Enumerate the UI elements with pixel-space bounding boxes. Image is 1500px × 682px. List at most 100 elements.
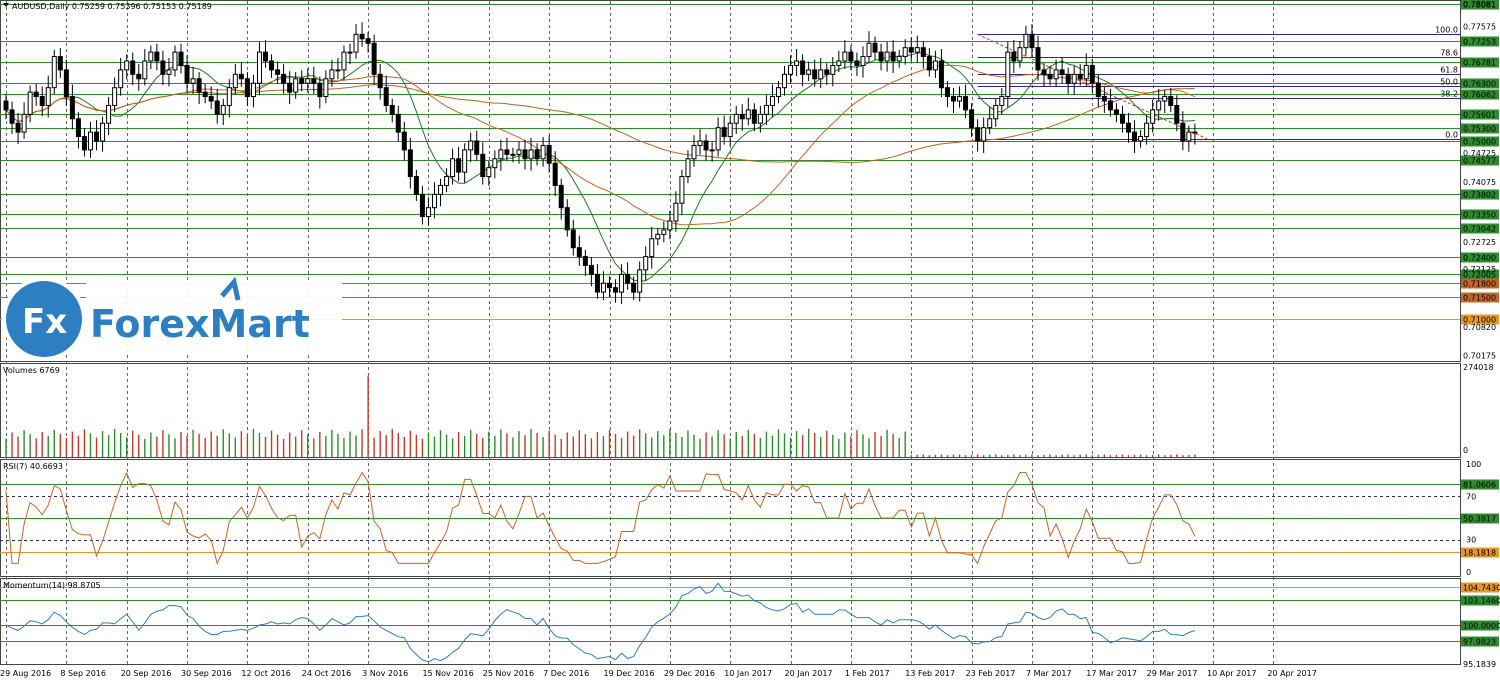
candle <box>582 249 588 277</box>
candle <box>534 143 540 166</box>
candle <box>190 66 196 94</box>
candle <box>377 64 383 100</box>
candle <box>522 139 528 170</box>
candle <box>299 70 305 92</box>
candle <box>341 45 347 81</box>
candle <box>148 45 154 69</box>
candle <box>124 54 130 80</box>
candle <box>45 75 51 118</box>
price-tick-7: 0.70175 <box>1463 351 1496 360</box>
candle <box>884 41 890 72</box>
candle <box>661 221 667 243</box>
level-tag-11: 0.73042 <box>1463 225 1496 234</box>
candle <box>389 98 395 123</box>
candle <box>1005 41 1011 108</box>
volume-tick-0: 274018 <box>1463 363 1494 372</box>
momentum-tag-bg-2 <box>1461 620 1499 631</box>
candle <box>160 50 166 85</box>
level-tag-bg-14 <box>1461 278 1499 289</box>
volume-tick-1: 0 <box>1463 446 1468 455</box>
date-tick-12: 10 Jan 2017 <box>724 669 772 678</box>
candle <box>812 59 818 87</box>
level-tag-8: 0.74577 <box>1463 157 1496 166</box>
date-tick-1: 8 Sep 2016 <box>60 669 106 678</box>
momentum-tick-0: 95.1839 <box>1463 660 1496 669</box>
candle <box>1113 103 1119 123</box>
candle <box>1047 65 1053 86</box>
candle <box>914 35 920 63</box>
date-tick-4: 12 Oct 2016 <box>241 669 290 678</box>
level-tag-bg-9 <box>1461 189 1499 200</box>
fibo-label-2: 61.8 <box>1440 66 1458 75</box>
rsi-tag-bg-2 <box>1461 547 1499 558</box>
level-tag-14: 0.71800 <box>1463 280 1496 289</box>
candle <box>679 169 685 216</box>
candle <box>709 141 715 162</box>
candle <box>685 150 691 184</box>
rsi-panel-title: RSI(7) 40.6693 <box>3 462 63 471</box>
candle <box>999 88 1005 115</box>
candle <box>697 129 703 155</box>
level-tag-2: 0.76781 <box>1463 59 1496 68</box>
rsi-tick-1: 70 <box>1466 492 1476 501</box>
candle <box>3 94 9 120</box>
candle <box>75 112 81 149</box>
candle <box>401 121 407 161</box>
level-tag-3: 0.76300 <box>1463 80 1496 89</box>
date-tick-14: 1 Feb 2017 <box>845 669 890 678</box>
candle <box>468 132 474 162</box>
momentum-line <box>5 582 1196 663</box>
level-tag-bg-16 <box>1461 314 1499 325</box>
candle <box>763 95 769 125</box>
level-tag-bg-1 <box>1461 36 1499 47</box>
candle <box>594 264 600 299</box>
candle <box>528 137 534 171</box>
candle <box>848 45 854 71</box>
candle <box>1017 41 1023 68</box>
candle <box>757 105 763 133</box>
price-axis: 0.78081 0.77253 0.76781 0.76300 0.76062 0.756… <box>1461 0 1499 360</box>
candle <box>395 105 401 142</box>
candle <box>425 197 431 226</box>
level-tag-bg-0 <box>1461 0 1499 10</box>
candle <box>721 115 727 145</box>
candle <box>576 235 582 266</box>
candle <box>938 49 944 97</box>
collapse-arrow-icon[interactable] <box>3 3 9 7</box>
candle <box>667 210 673 240</box>
candle <box>552 151 558 197</box>
candle <box>1035 35 1041 81</box>
candle <box>631 276 637 301</box>
date-tick-21: 20 Apr 2017 <box>1267 669 1316 678</box>
level-tag-bg-13 <box>1461 269 1499 280</box>
candle <box>655 227 661 246</box>
candle <box>407 137 413 189</box>
candle <box>800 54 806 87</box>
candle <box>830 57 836 87</box>
momentum-panel-title: Momentum(14) 98.8705 <box>3 581 101 590</box>
rsi-panel: 81.0606 50.3817 18.1818 100 70 30 0 <box>0 460 1499 577</box>
candle <box>963 84 969 118</box>
momentum-panel: 104.7430 103.1460 100.0000 97.9823 95.1839 <box>0 582 1500 669</box>
candle <box>335 57 341 80</box>
candle <box>1174 95 1180 132</box>
date-tick-3: 30 Sep 2016 <box>181 669 232 678</box>
candle <box>100 116 106 152</box>
candle <box>902 39 908 65</box>
candle <box>1053 59 1059 87</box>
candle <box>1023 25 1029 56</box>
rsi-tick-0: 100 <box>1466 460 1481 469</box>
candle <box>739 104 745 131</box>
candle <box>154 43 160 71</box>
date-tick-19: 29 Mar 2017 <box>1147 669 1198 678</box>
candle <box>625 262 631 290</box>
candle <box>456 146 462 182</box>
date-tick-6: 3 Nov 2016 <box>362 669 408 678</box>
candle <box>896 49 902 68</box>
fibo-label-3: 50.0 <box>1440 78 1458 87</box>
candle <box>444 168 450 193</box>
level-tag-bg-12 <box>1461 252 1499 263</box>
level-tag-bg-11 <box>1461 223 1499 234</box>
candle <box>69 84 75 130</box>
